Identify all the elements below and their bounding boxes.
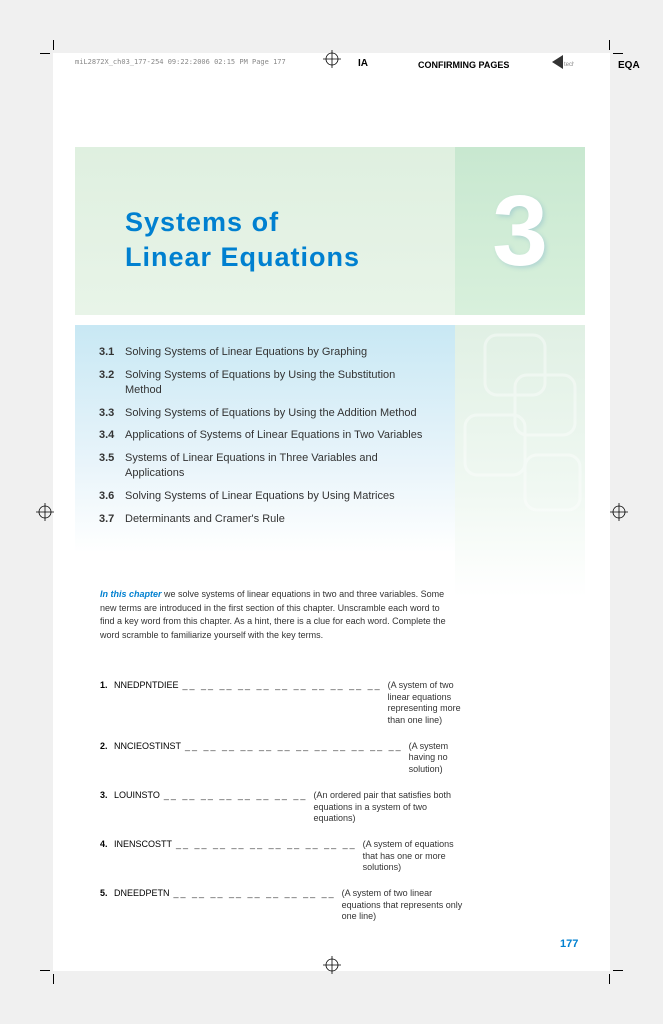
sections-panel: 3.1Solving Systems of Linear Equations b…: [75, 325, 455, 553]
scramble-item: 2.NNCIEOSTINST __ __ __ __ __ __ __ __ __…: [100, 741, 470, 776]
scramble-word: DNEEDPETN: [114, 888, 170, 898]
chapter-number: 3: [492, 174, 548, 289]
page-number: 177: [560, 938, 578, 950]
scramble-word: INENSCOSTT: [114, 839, 172, 849]
section-title: Solving Systems of Equations by Using th…: [125, 406, 417, 421]
scramble-blanks: __ __ __ __ __ __ __ __ __ __ __ __: [185, 741, 403, 751]
tech-icon: tech: [552, 55, 574, 71]
scramble-word: NNCIEOSTINST: [114, 741, 181, 751]
section-item: 3.4Applications of Systems of Linear Equ…: [99, 428, 431, 443]
chapter-title-panel: Systems of Linear Equations: [75, 147, 455, 315]
scramble-word: NNEDPNTDIEE: [114, 680, 179, 690]
scramble-item: 3.LOUINSTO __ __ __ __ __ __ __ __ (An ord…: [100, 790, 470, 825]
section-title: Systems of Linear Equations in Three Var…: [125, 451, 431, 481]
scramble-num: 1.: [100, 680, 114, 690]
header-confirming: CONFIRMING PAGES: [418, 60, 509, 70]
header-file-meta: miL2872X_ch03_177-254 09:22:2006 02:15 P…: [75, 58, 286, 66]
section-item: 3.7Determinants and Cramer's Rule: [99, 512, 431, 527]
scramble-blanks: __ __ __ __ __ __ __ __: [164, 790, 308, 800]
scramble-hint: (A system having no solution): [409, 741, 470, 776]
scramble-num: 3.: [100, 790, 114, 800]
chapter-title-line2: Linear Equations: [125, 242, 455, 273]
section-num: 3.6: [99, 489, 125, 504]
section-title: Solving Systems of Linear Equations by U…: [125, 489, 395, 504]
section-num: 3.5: [99, 451, 125, 481]
scramble-blanks: __ __ __ __ __ __ __ __ __ __: [176, 839, 357, 849]
section-item: 3.3Solving Systems of Equations by Using…: [99, 406, 431, 421]
chapter-intro: In this chapter we solve systems of line…: [100, 588, 450, 642]
pattern-icon: [455, 325, 585, 597]
scramble-list: 1.NNEDPNTDIEE __ __ __ __ __ __ __ __ __ …: [100, 680, 470, 937]
section-num: 3.4: [99, 428, 125, 443]
scramble-hint: (A system of two linear equations repres…: [388, 680, 470, 727]
scramble-blanks: __ __ __ __ __ __ __ __ __ __ __: [183, 680, 382, 690]
scramble-blanks: __ __ __ __ __ __ __ __ __: [174, 888, 336, 898]
scramble-item: 1.NNEDPNTDIEE __ __ __ __ __ __ __ __ __ …: [100, 680, 470, 727]
scramble-word: LOUINSTO: [114, 790, 160, 800]
section-item: 3.6Solving Systems of Linear Equations b…: [99, 489, 431, 504]
section-title: Determinants and Cramer's Rule: [125, 512, 285, 527]
section-item: 3.5Systems of Linear Equations in Three …: [99, 451, 431, 481]
scramble-item: 4.INENSCOSTT __ __ __ __ __ __ __ __ __ _…: [100, 839, 470, 874]
scramble-num: 5.: [100, 888, 114, 898]
intro-highlight: In this chapter: [100, 589, 162, 599]
chapter-title-line1: Systems of: [125, 207, 455, 238]
section-num: 3.2: [99, 368, 125, 398]
scramble-hint: (A system of two linear equations that r…: [342, 888, 470, 923]
section-num: 3.1: [99, 345, 125, 360]
chapter-number-panel: 3: [455, 147, 585, 315]
scramble-hint: (An ordered pair that satisfies both equ…: [313, 790, 470, 825]
section-title: Solving Systems of Equations by Using th…: [125, 368, 431, 398]
scramble-hint: (A system of equations that has one or m…: [363, 839, 470, 874]
svg-text:tech: tech: [564, 62, 574, 68]
section-num: 3.3: [99, 406, 125, 421]
decorative-right-panel: [455, 325, 585, 597]
scramble-num: 4.: [100, 839, 114, 849]
section-item: 3.2Solving Systems of Equations by Using…: [99, 368, 431, 398]
section-item: 3.1Solving Systems of Linear Equations b…: [99, 345, 431, 360]
scramble-num: 2.: [100, 741, 114, 751]
section-title: Applications of Systems of Linear Equati…: [125, 428, 422, 443]
section-num: 3.7: [99, 512, 125, 527]
section-title: Solving Systems of Linear Equations by G…: [125, 345, 367, 360]
header-ia: IA: [358, 58, 368, 69]
header-eqa: EQA: [618, 60, 640, 71]
scramble-item: 5.DNEEDPETN __ __ __ __ __ __ __ __ __ (A …: [100, 888, 470, 923]
